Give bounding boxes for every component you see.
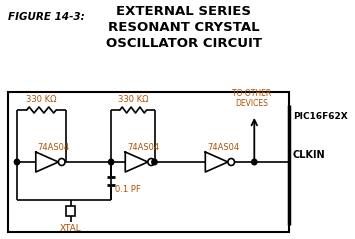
Text: CLKIN: CLKIN [293,150,326,160]
Circle shape [152,159,157,165]
Text: FIGURE 14-3:: FIGURE 14-3: [7,12,84,22]
Circle shape [14,159,20,165]
Circle shape [58,158,65,165]
Text: 0.1 PF: 0.1 PF [115,185,141,194]
Circle shape [252,159,257,165]
Text: 330 KΩ: 330 KΩ [118,95,148,104]
Text: EXTERNAL SERIES: EXTERNAL SERIES [116,5,251,18]
Bar [7,92,289,232]
Text: 74AS04: 74AS04 [207,142,239,152]
Text: 74AS04: 74AS04 [127,142,159,152]
Circle shape [109,159,114,165]
Text: 330 KΩ: 330 KΩ [26,95,56,104]
Circle shape [228,158,235,165]
Text: PIC16F62X: PIC16F62X [293,112,348,121]
Text: RESONANT CRYSTAL: RESONANT CRYSTAL [108,21,260,34]
Text: OSCILLATOR CIRCUIT: OSCILLATOR CIRCUIT [106,37,262,50]
Text: XTAL: XTAL [60,224,82,233]
Text: 74AS04: 74AS04 [38,142,70,152]
Bar [66,206,75,216]
Text: TO OTHER
DEVICES: TO OTHER DEVICES [232,89,271,108]
Circle shape [148,158,154,165]
